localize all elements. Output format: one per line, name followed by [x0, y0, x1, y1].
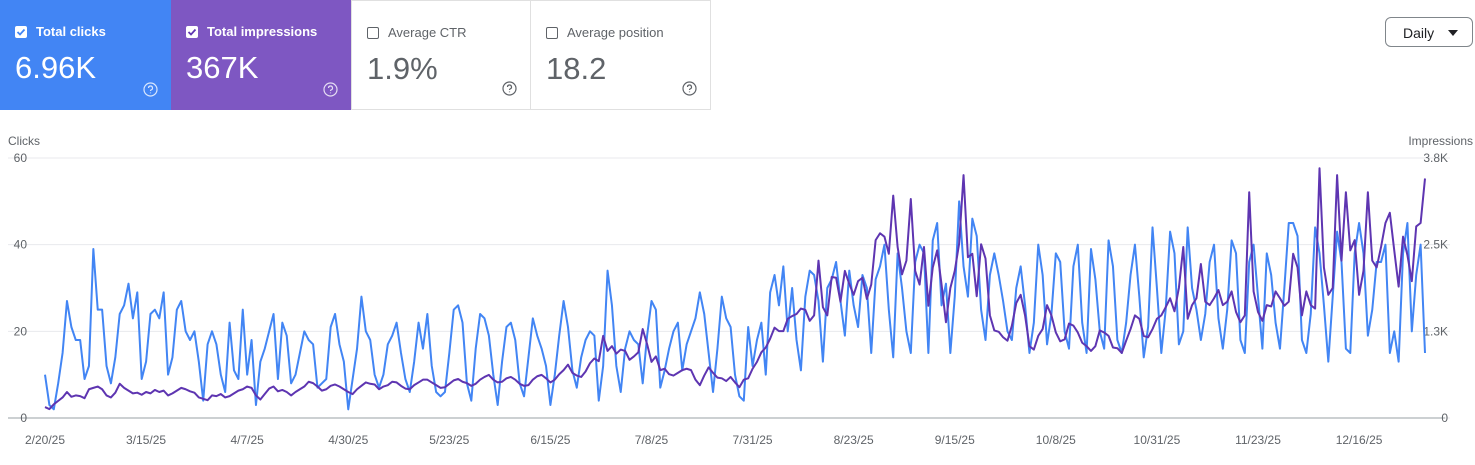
metric-value: 1.9%	[367, 51, 438, 86]
metric-label: Average CTR	[388, 25, 467, 40]
caret	[1448, 30, 1458, 36]
x-tick-label: 12/16/25	[1336, 433, 1383, 447]
check-path	[187, 28, 197, 36]
x-tick-label: 4/7/25	[230, 433, 264, 447]
series-line	[44, 200, 1426, 411]
y2-tick-label: 3.8K	[1423, 151, 1448, 165]
y-tick-label: 20	[14, 324, 28, 338]
y2-tick-label: 0	[1441, 411, 1448, 425]
x-tick-label: 2/20/25	[25, 433, 65, 447]
metric-card[interactable]: Total impressions 367K	[171, 0, 351, 110]
checkbox[interactable]	[15, 26, 27, 38]
help-circle	[323, 82, 338, 97]
checkbox[interactable]	[546, 27, 558, 39]
x-tick-label: 4/30/25	[328, 433, 368, 447]
metric-label: Average position	[567, 25, 664, 40]
x-tick-label: 7/31/25	[733, 433, 773, 447]
metric-value: 18.2	[546, 51, 607, 86]
y2-tick-label: 2.5K	[1423, 238, 1448, 252]
check-mark	[187, 28, 197, 36]
metric-card[interactable]: Total clicks 6.96K	[0, 0, 171, 110]
metric-label: Total clicks	[36, 24, 106, 39]
x-tick-label: 11/23/25	[1235, 433, 1281, 447]
help-circle	[143, 82, 158, 97]
help-icon	[502, 81, 517, 96]
metric-value: 6.96K	[15, 50, 97, 85]
help-circle	[682, 81, 697, 96]
help-glyph	[327, 85, 334, 94]
x-tick-label: 10/8/25	[1036, 433, 1076, 447]
y-tick-label: 60	[14, 151, 28, 165]
help-icon	[323, 82, 338, 97]
metric-label: Total impressions	[207, 24, 318, 39]
y-tick-label: 40	[14, 238, 28, 252]
x-tick-label: 6/15/25	[530, 433, 570, 447]
x-tick-label: 3/15/25	[126, 433, 166, 447]
x-tick-label: 9/15/25	[935, 433, 975, 447]
series-line	[44, 167, 1426, 411]
y-tick-label: 0	[20, 411, 27, 425]
check-mark	[16, 28, 26, 36]
help-icon	[143, 82, 158, 97]
metric-value: 367K	[186, 50, 259, 85]
help-glyph	[147, 85, 154, 94]
y2-tick-label: 1.3K	[1423, 324, 1448, 338]
help-circle	[502, 81, 517, 96]
check-path	[16, 28, 26, 36]
y-axis-title: Clicks	[8, 134, 40, 148]
y2-axis-title: Impressions	[1408, 134, 1473, 148]
x-tick-label: 8/23/25	[834, 433, 874, 447]
metric-card[interactable]: Average CTR 1.9%	[351, 0, 531, 110]
x-tick-label: 7/8/25	[635, 433, 669, 447]
x-tick-label: 10/31/25	[1134, 433, 1181, 447]
period-label: Daily	[1403, 25, 1435, 41]
help-glyph	[686, 84, 693, 93]
help-icon	[682, 81, 697, 96]
metric-card[interactable]: Average position 18.2	[530, 0, 711, 110]
help-glyph	[506, 84, 513, 93]
x-tick-label: 5/23/25	[429, 433, 469, 447]
checkbox[interactable]	[367, 27, 379, 39]
period-dropdown[interactable]: Daily	[1385, 17, 1473, 47]
checkbox[interactable]	[186, 26, 198, 38]
